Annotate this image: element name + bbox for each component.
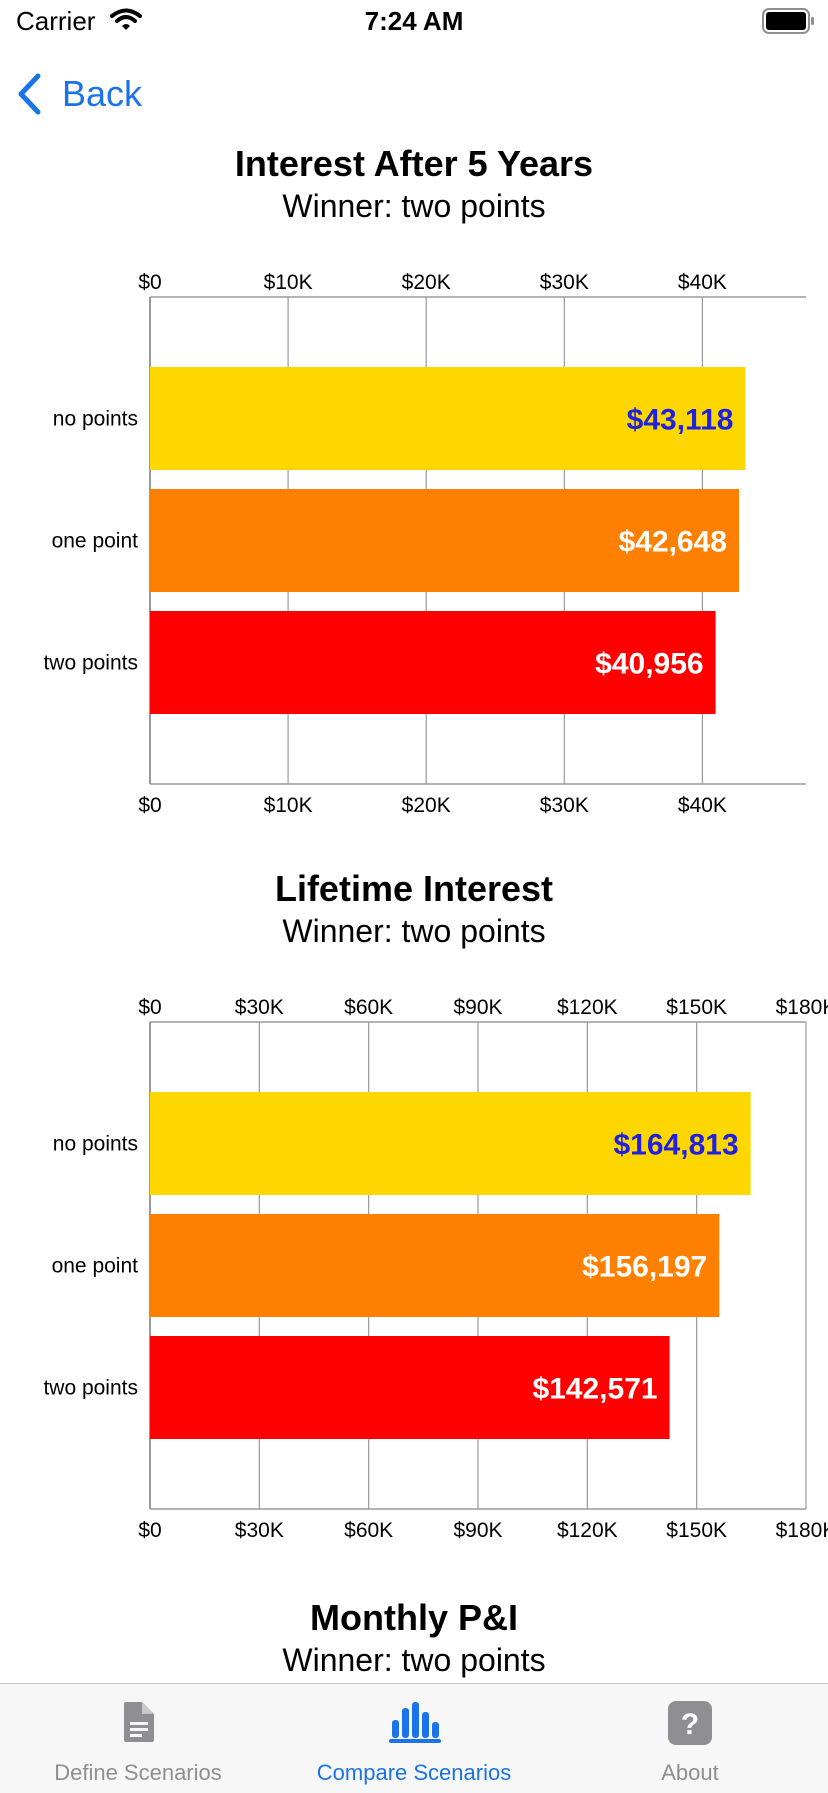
tick-label-top: $10K: [264, 271, 313, 294]
category-label: two points: [43, 652, 138, 675]
chart-title: Lifetime Interest: [274, 868, 554, 909]
tick-label-bottom: $40K: [678, 794, 727, 817]
tab-label: About: [661, 1760, 719, 1785]
bar-one-point: [150, 489, 739, 592]
chart-subtitle: Winner: two points: [282, 188, 546, 224]
document-icon: [124, 1702, 154, 1742]
tick-label-top: $90K: [453, 996, 502, 1019]
bar-chart-icon: [389, 1702, 441, 1743]
tick-label-top: $180K: [776, 996, 828, 1019]
bar-no-points: [150, 367, 746, 470]
status-time: 7:24 AM: [364, 6, 464, 36]
chart-subtitle: Winner: two points: [282, 1642, 546, 1678]
tick-label-top: $30K: [235, 996, 284, 1019]
tab-bar: Define Scenarios Compare Scenarios ? Abo…: [0, 1683, 828, 1793]
tick-label-top: $0: [138, 271, 161, 294]
wifi-icon: [110, 8, 142, 30]
tick-label-top: $60K: [344, 996, 393, 1019]
tick-label-bottom: $150K: [666, 1519, 727, 1542]
tab-compare-scenarios[interactable]: Compare Scenarios: [276, 1684, 552, 1793]
value-label: $43,118: [627, 404, 734, 437]
back-label: Back: [62, 73, 143, 114]
tick-label-bottom: $30K: [235, 1519, 284, 1542]
category-label: no points: [53, 1133, 138, 1156]
value-label: $42,648: [619, 526, 727, 559]
tick-label-bottom: $120K: [557, 1519, 618, 1542]
value-label: $142,571: [532, 1373, 657, 1406]
tab-label: Define Scenarios: [54, 1760, 222, 1785]
value-label: $156,197: [582, 1251, 707, 1284]
tick-label-top: $20K: [402, 271, 451, 294]
lifetime-interest-chart: $0 $0 $30K $30K $60K $60K $90K $90K $120K $120K $1…: [43, 996, 828, 1542]
tick-label-bottom: $20K: [402, 794, 451, 817]
chart-title: Interest After 5 Years: [234, 143, 594, 184]
category-label: no points: [53, 408, 138, 431]
category-label: one point: [52, 1255, 139, 1278]
bar-no-points: [150, 1092, 751, 1195]
tick-label-bottom: $30K: [540, 794, 589, 817]
status-bar: Carrier 7:24 AM: [0, 0, 828, 44]
tab-label: Compare Scenarios: [316, 1760, 512, 1785]
tick-label-bottom: $10K: [264, 794, 313, 817]
tab-about[interactable]: ? About: [552, 1684, 828, 1793]
tick-label-bottom: $0: [138, 1519, 161, 1542]
tick-label-top: $150K: [666, 996, 727, 1019]
value-label: $40,956: [595, 648, 703, 681]
tick-label-bottom: $0: [138, 794, 161, 817]
tab-define-scenarios[interactable]: Define Scenarios: [0, 1684, 276, 1793]
interest-5yr-chart: $0 $0 $10K $10K $20K $20K $30K $30K $40K $40K no p…: [43, 271, 806, 817]
tick-label-top: $0: [138, 996, 161, 1019]
carrier-label: Carrier: [16, 6, 96, 36]
bar-one-point: [150, 1214, 720, 1317]
tick-label-top: $40K: [678, 271, 727, 294]
chevron-left-icon: [18, 73, 41, 115]
battery-icon: [762, 8, 814, 34]
category-label: two points: [43, 1377, 138, 1400]
tick-label-bottom: $90K: [453, 1519, 502, 1542]
tick-label-bottom: $180K: [776, 1519, 828, 1542]
svg-text:?: ?: [681, 1708, 699, 1741]
question-icon: ?: [668, 1701, 712, 1745]
chart-subtitle: Winner: two points: [282, 913, 546, 949]
value-label: $164,813: [614, 1129, 739, 1162]
tick-label-top: $120K: [557, 996, 618, 1019]
tick-label-top: $30K: [540, 271, 589, 294]
back-button[interactable]: Back: [16, 68, 142, 120]
bar-two-points: [150, 611, 716, 714]
tick-label-bottom: $60K: [344, 1519, 393, 1542]
category-label: one point: [52, 530, 139, 553]
bar-two-points: [150, 1336, 670, 1439]
chart-title: Monthly P&I: [310, 1597, 518, 1638]
